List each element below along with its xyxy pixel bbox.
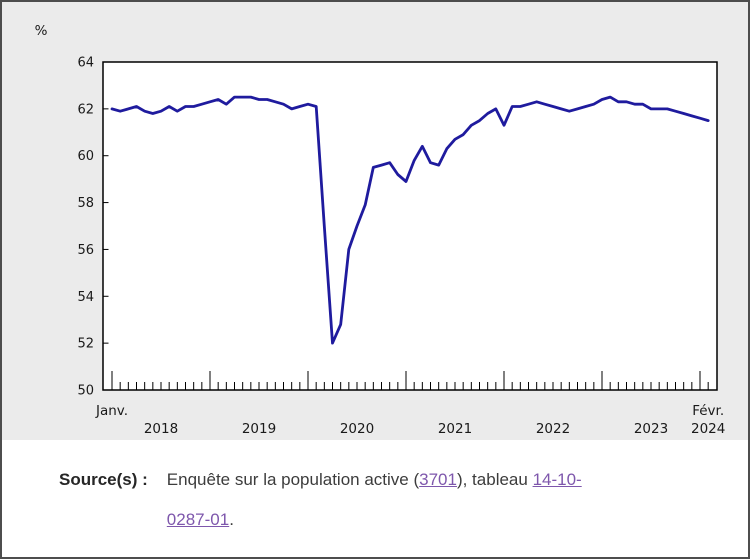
table-link-line2[interactable]: 0287-01 <box>166 510 230 529</box>
svg-text:62: 62 <box>77 102 94 117</box>
svg-text:54: 54 <box>77 290 94 305</box>
svg-text:2019: 2019 <box>242 421 276 437</box>
chart-area: % 50 52 54 56 58 60 62 64 Janv. 2018 2019 2020 2021 20… <box>2 2 748 440</box>
svg-text:2020: 2020 <box>340 421 374 437</box>
table-link-line1[interactable]: 14-10- <box>532 470 582 489</box>
employment-rate-line-chart: % 50 52 54 56 58 60 62 64 Janv. 2018 2019 2020 2021 20… <box>35 23 726 437</box>
source-section: Source(s) : Enquête sur la population ac… <box>2 440 748 557</box>
svg-text:58: 58 <box>77 196 94 211</box>
svg-text:2021: 2021 <box>438 421 472 437</box>
svg-text:2024: 2024 <box>691 421 725 437</box>
svg-text:Févr.: Févr. <box>692 403 724 419</box>
source-text-part1: Enquête sur la population active ( <box>166 470 420 489</box>
source-text-part2: ), tableau <box>456 470 533 489</box>
source-text: Enquête sur la population active (3701),… <box>167 460 582 540</box>
svg-text:60: 60 <box>77 149 94 164</box>
y-axis: 50 52 54 56 58 60 62 64 <box>77 56 109 399</box>
y-axis-unit-label: % <box>35 23 48 39</box>
svg-text:56: 56 <box>77 243 94 258</box>
x-axis: Janv. 2018 2019 2020 2021 2022 2023 Févr. 2024 <box>95 371 725 437</box>
svg-text:64: 64 <box>77 56 94 71</box>
data-line <box>110 95 710 345</box>
source-text-part3: . <box>229 510 234 529</box>
survey-3701-link[interactable]: 3701 <box>419 470 457 489</box>
svg-text:2022: 2022 <box>536 421 570 437</box>
svg-text:52: 52 <box>77 337 94 352</box>
source-label: Source(s) : <box>59 470 148 489</box>
svg-text:2018: 2018 <box>144 421 178 437</box>
plot-area <box>102 61 718 391</box>
source-note: Source(s) : Enquête sur la population ac… <box>2 440 748 540</box>
svg-text:50: 50 <box>77 384 94 399</box>
svg-text:2023: 2023 <box>634 421 668 437</box>
svg-text:Janv.: Janv. <box>95 403 128 419</box>
table-14-10-0287-01-link[interactable]: 14-10- 0287-01 <box>167 470 582 529</box>
